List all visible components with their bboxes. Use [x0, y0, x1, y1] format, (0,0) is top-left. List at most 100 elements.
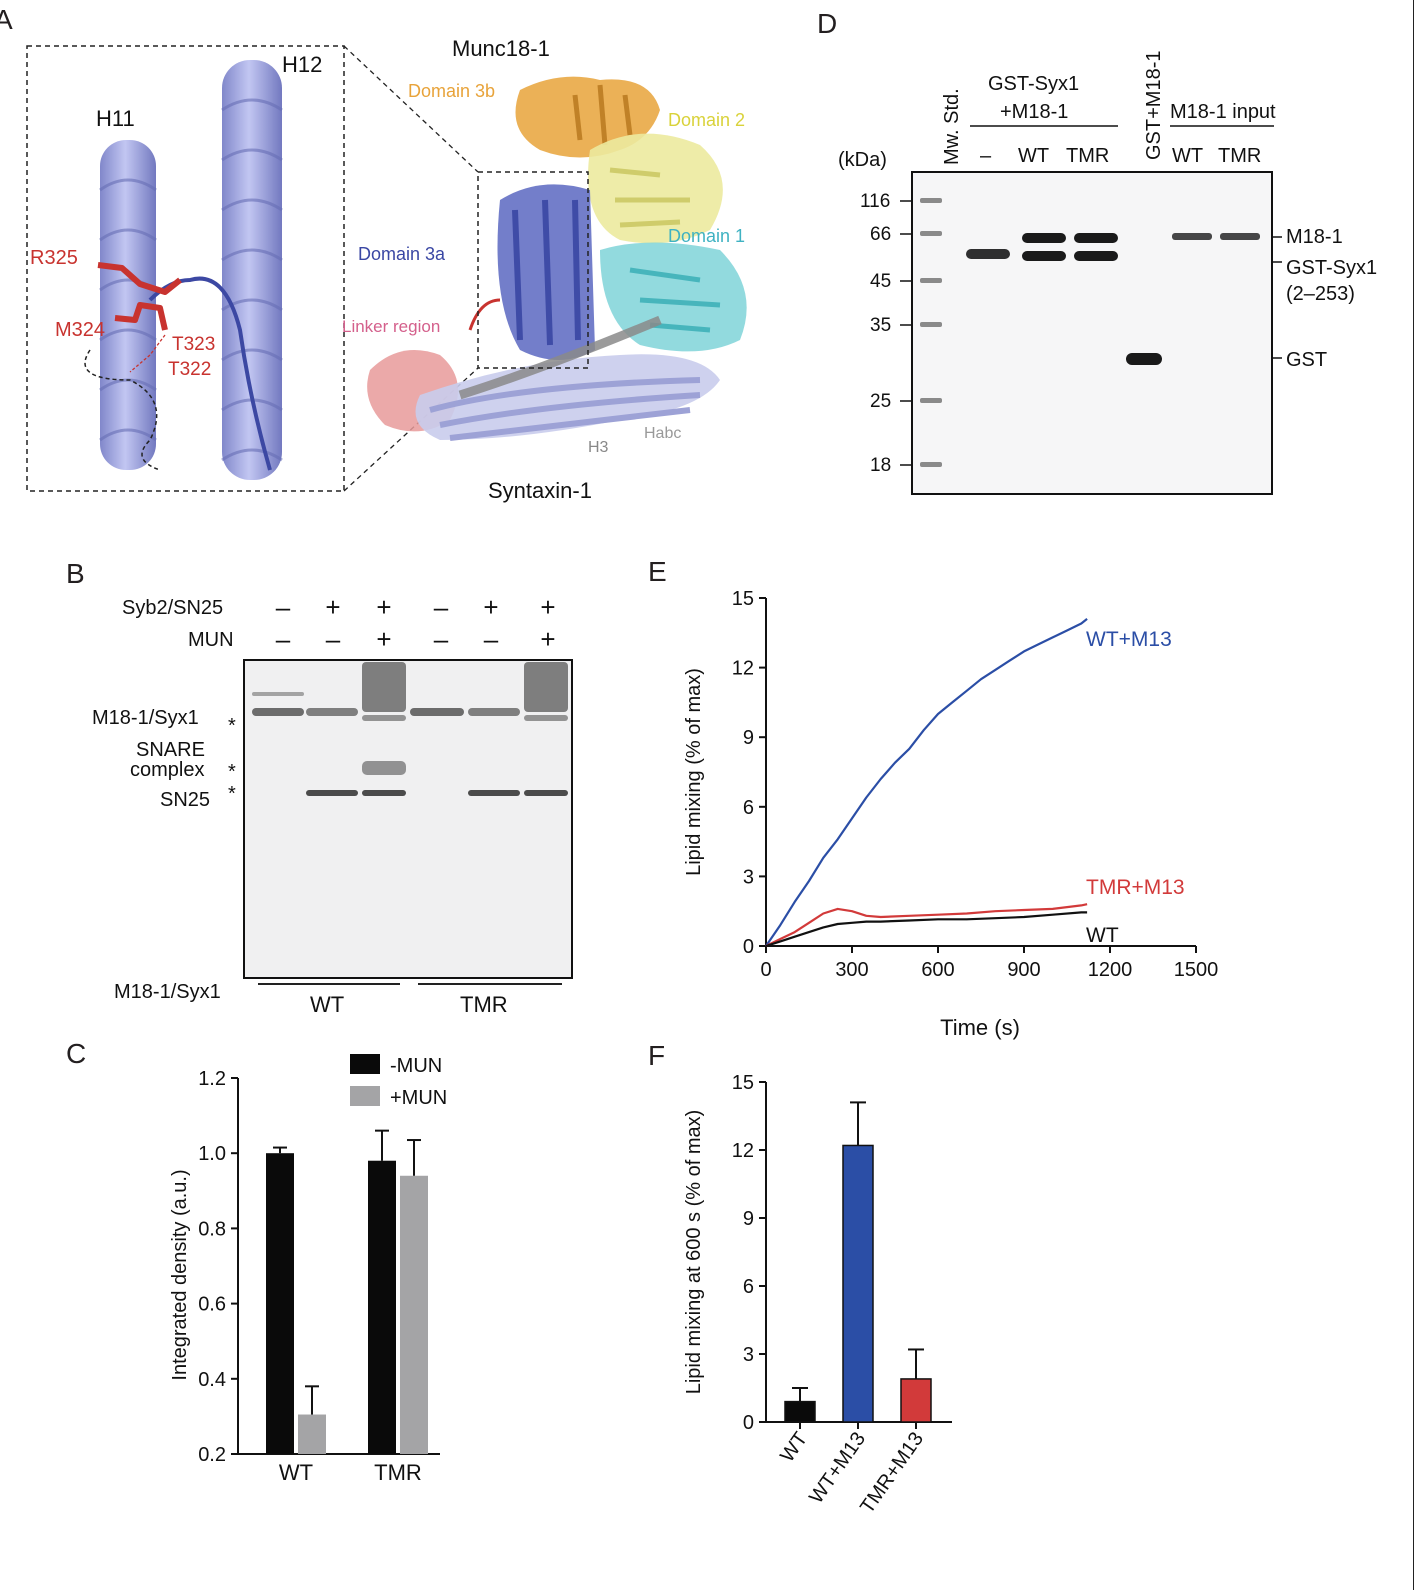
f-ytick-label: 0: [743, 1412, 754, 1434]
blot-bands: [252, 662, 568, 796]
band-gstsyx-tmr: [1074, 251, 1118, 261]
f-ylabel: Lipid mixing at 600 s (% of max): [683, 1110, 705, 1395]
mun-sign-5: –: [484, 624, 499, 654]
inset-frame: [26, 45, 345, 492]
mun-sign-2: –: [326, 624, 341, 654]
e-ytick-label: 0: [743, 936, 754, 958]
title-munc18: Munc18-1: [452, 36, 550, 61]
syb2-sign-3: +: [376, 592, 391, 622]
right-label-m18: M18-1: [1286, 226, 1343, 248]
residue-m324-stick: [114, 302, 168, 331]
band-m18-tmr: [1074, 233, 1118, 243]
c-ytick-label: 1.0: [198, 1143, 226, 1165]
c-ytick-label: 0.4: [198, 1369, 226, 1391]
f-ytick-label: 15: [732, 1072, 754, 1094]
label-t322: T322: [168, 359, 211, 380]
group-label-tmr: TMR: [460, 992, 508, 1017]
marker-ladder: [920, 198, 942, 467]
group-label-wt: WT: [310, 992, 344, 1017]
title-syntaxin: Syntaxin-1: [488, 478, 592, 503]
e-xlabel: Time (s): [940, 1015, 1020, 1040]
f-ytick-label: 9: [743, 1208, 754, 1230]
lane-label-minus: –: [980, 145, 992, 167]
label-h12: H12: [282, 52, 322, 77]
band-star-1: *: [228, 715, 236, 737]
e-series-label: WT: [1086, 924, 1119, 947]
syb2-sign-4: –: [434, 592, 449, 622]
e-series-line: [765, 618, 1088, 947]
c-bar: [266, 1153, 294, 1454]
band-label-sn25: SN25: [160, 789, 210, 811]
panel-b-blot: Syb2/SN25 MUN – + + – + + – – + – – + M1…: [92, 592, 573, 1017]
e-xtick-label: 0: [760, 959, 771, 981]
complex-cartoon: [367, 76, 747, 441]
e-xtick-label: 900: [1007, 959, 1040, 981]
band-star-3: *: [228, 783, 236, 805]
c-legend-label: -MUN: [390, 1055, 442, 1077]
label-linker: Linker region: [342, 317, 440, 336]
unit-kda: (kDa): [838, 149, 887, 171]
mun-sign-6: +: [540, 624, 555, 654]
label-domain-1: Domain 1: [668, 226, 745, 246]
panel-d-letter: D: [817, 8, 838, 39]
e-xtick-label: 600: [921, 959, 954, 981]
band-label-snare: SNARE: [136, 739, 205, 761]
panel-d-gel: Mw. Std. GST-Syx1 +M18-1 GST+M18-1 M18-1…: [838, 51, 1377, 495]
marker-116: 116: [860, 191, 890, 212]
c-ytick-label: 1.2: [198, 1068, 226, 1090]
label-r325: R325: [30, 247, 78, 269]
c-ytick-label: 0.6: [198, 1294, 226, 1316]
right-label-gst-syx1: GST-Syx1: [1286, 257, 1377, 279]
f-bar: [900, 1378, 932, 1423]
marker-ticks: [900, 200, 912, 466]
marker-labels: 116 66 45 35 25 18: [860, 191, 891, 476]
e-ytick-label: 15: [732, 588, 754, 610]
syb2-sign-2: +: [325, 592, 340, 622]
panel-b-letter: B: [66, 558, 85, 589]
right-label-gst: GST: [1286, 349, 1327, 371]
band-star-2: *: [228, 761, 236, 783]
right-label-range: (2–253): [1286, 283, 1355, 305]
c-legend-label: +MUN: [390, 1087, 447, 1109]
gel-bands: [966, 233, 1260, 365]
mun-signs: – – + – – +: [276, 624, 556, 654]
header-mw-std: Mw. Std.: [941, 88, 963, 165]
label-h3: H3: [588, 439, 609, 456]
bottom-label-m18-syx1: M18-1/Syx1: [114, 981, 221, 1003]
band-m18-input-tmr: [1220, 233, 1260, 240]
gel-frame: [911, 171, 1273, 495]
e-xtick-label: 300: [835, 959, 868, 981]
c-bar: [298, 1414, 326, 1454]
syb2-sign-1: –: [276, 592, 291, 622]
panel-c-chart: Integrated density (a.u.) 0.2 0.4 0.6 0.8 1.…: [169, 1054, 447, 1485]
band-m18-wt: [1022, 233, 1066, 243]
syb2-sign-6: +: [540, 592, 555, 622]
band-gstsyx-wt: [1022, 251, 1066, 261]
header-m18-input: M18-1 input: [1170, 101, 1276, 123]
e-ytick-label: 6: [743, 797, 754, 819]
c-ytick-label: 0.8: [198, 1218, 226, 1240]
complex-zoom-box: [477, 171, 589, 369]
residue-t323-t322-path: [129, 334, 166, 373]
marker-35: 35: [870, 315, 891, 336]
panel-f-chart: Lipid mixing at 600 s (% of max) 0 3 6 9 12 1…: [683, 1072, 952, 1518]
panel-a-letter: A: [0, 4, 13, 35]
mun-sign-1: –: [276, 624, 291, 654]
marker-66: 66: [870, 224, 891, 245]
panel-f-letter: F: [648, 1040, 666, 1071]
c-ylabel: Integrated density (a.u.): [169, 1169, 191, 1380]
e-xtick-label: 1200: [1088, 959, 1133, 981]
lane-label-tmr-1: TMR: [1066, 145, 1109, 167]
label-domain-3b: Domain 3b: [408, 81, 495, 101]
residue-r325-stick: [97, 262, 182, 295]
lane-label-wt-1: WT: [1018, 145, 1049, 167]
disordered-loop: [84, 349, 161, 471]
f-ytick-label: 12: [732, 1140, 754, 1162]
f-category-label: WT+M13: [805, 1428, 870, 1508]
e-series-line: [765, 903, 1088, 947]
syb2-sign-5: +: [483, 592, 498, 622]
c-category-label: TMR: [374, 1460, 422, 1485]
c-category-label: WT: [279, 1460, 313, 1485]
band-gstsyx-lane1: [966, 249, 1010, 259]
blot-frame: [243, 659, 573, 979]
